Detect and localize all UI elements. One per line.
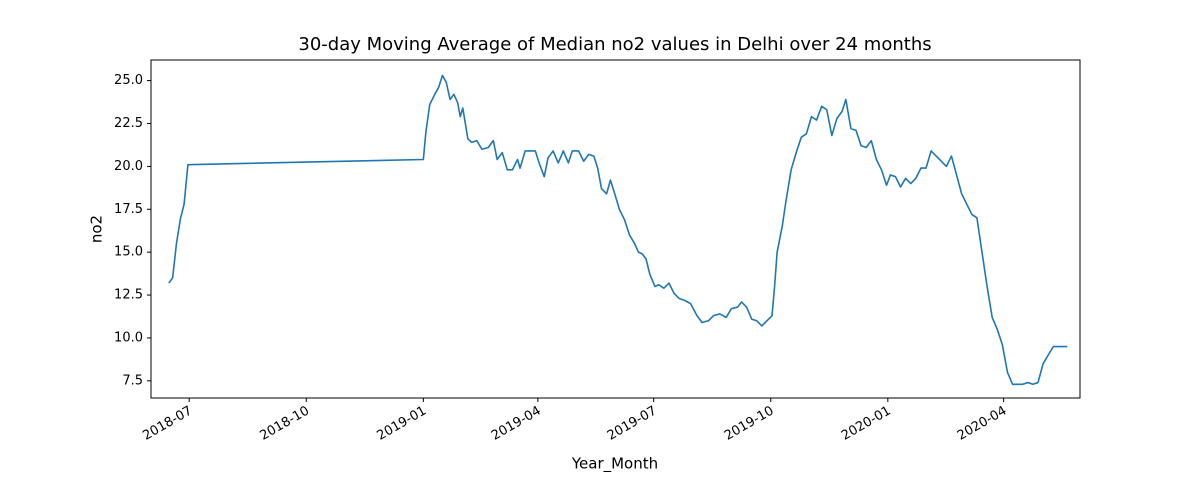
y-tick-label: 17.5: [114, 202, 143, 217]
x-tick-label: 2019-04: [489, 404, 544, 444]
y-tick-label: 15.0: [114, 245, 143, 260]
x-tick-label: 2020-01: [839, 404, 894, 444]
y-tick-label: 7.5: [122, 373, 143, 388]
data-line: [168, 74, 1068, 386]
x-tick-label: 2020-04: [955, 404, 1010, 444]
axes-frame: [150, 59, 1081, 399]
y-tick-label: 22.5: [114, 116, 143, 131]
y-tick-label: 20.0: [114, 159, 143, 174]
y-axis-label: no2: [88, 215, 106, 243]
chart-title: 30-day Moving Average of Median no2 valu…: [298, 34, 931, 55]
x-tick-label: 2019-10: [722, 404, 777, 444]
y-tick-label: 12.5: [114, 288, 143, 303]
x-tick-label: 2018-07: [140, 404, 195, 444]
y-tick-label: 10.0: [114, 330, 143, 345]
x-tick-label: 2018-10: [257, 404, 312, 444]
y-tick-label: 25.0: [114, 73, 143, 88]
x-tick-label: 2019-07: [605, 404, 660, 444]
x-axis-label: Year_Month: [571, 455, 658, 474]
x-tick-label: 2019-01: [375, 404, 430, 444]
